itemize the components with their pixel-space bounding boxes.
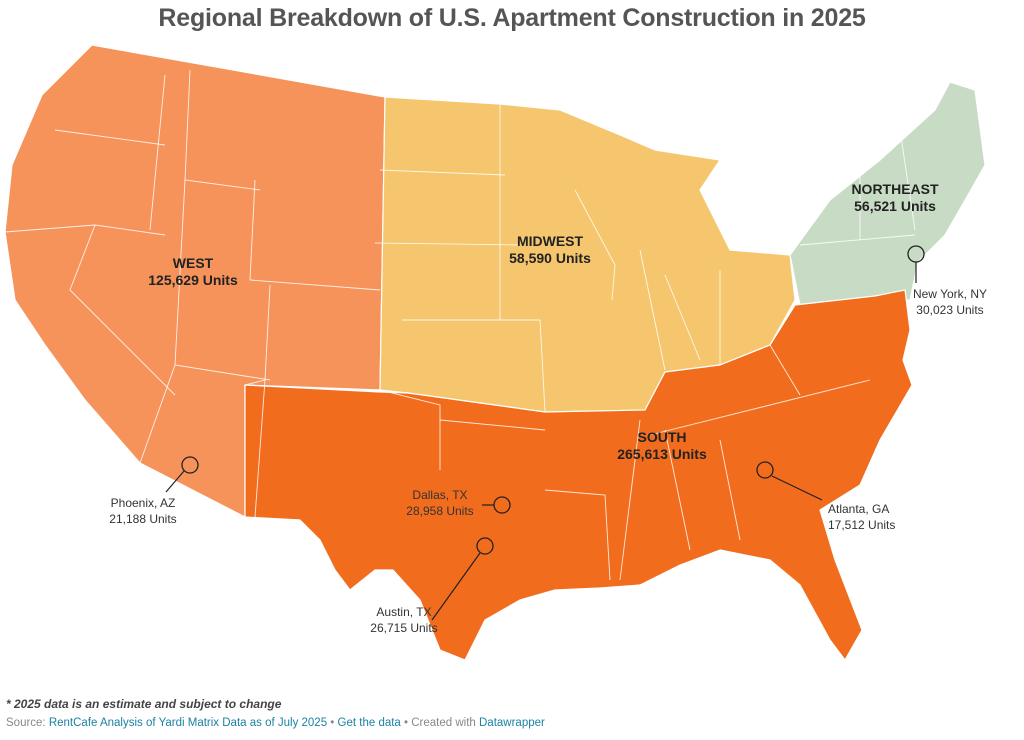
city-label-new-york: New York, NY xyxy=(913,287,987,301)
source-link-rentcafe[interactable]: RentCafe Analysis of Yardi Matrix Data a… xyxy=(48,717,328,729)
city-label-atlanta: Atlanta, GA xyxy=(828,502,889,516)
state-borders xyxy=(4,69,916,581)
source-line: Source: RentCafe Analysis of Yardi Matri… xyxy=(6,717,545,729)
leader-atlanta xyxy=(771,475,823,501)
leader-austin xyxy=(431,552,481,621)
city-label-phoenix: Phoenix, AZ xyxy=(111,496,176,510)
created-with-text: • Created with xyxy=(400,717,479,729)
region-units-south: 265,613 Units xyxy=(617,446,707,462)
footnote: * 2025 data is an estimate and subject t… xyxy=(6,697,282,711)
city-marker-austin[interactable] xyxy=(476,537,494,555)
chart-title: Regional Breakdown of U.S. Apartment Con… xyxy=(158,4,866,32)
datawrapper-link[interactable]: Datawrapper xyxy=(479,717,545,729)
city-label-dallas: Dallas, TX xyxy=(412,488,467,502)
city-units-dallas: 28,958 Units xyxy=(406,504,473,518)
leader-phoenix xyxy=(165,470,185,493)
region-northeast[interactable] xyxy=(789,81,986,306)
city-units-phoenix: 21,188 Units xyxy=(109,512,176,526)
region-south[interactable] xyxy=(244,289,913,661)
region-units-northeast: 56,521 Units xyxy=(854,198,936,214)
city-marker-atlanta[interactable] xyxy=(756,461,774,479)
city-units-austin: 26,715 Units xyxy=(370,621,437,635)
city-label-austin: Austin, TX xyxy=(376,605,431,619)
city-units-atlanta: 17,512 Units xyxy=(828,518,895,532)
region-units-midwest: 58,590 Units xyxy=(509,250,591,266)
region-label-south: SOUTH xyxy=(638,429,687,445)
region-label-midwest: MIDWEST xyxy=(517,233,584,249)
region-units-west: 125,629 Units xyxy=(148,272,238,288)
get-the-data-link[interactable]: Get the data xyxy=(337,717,401,729)
source-prefix: Source: xyxy=(6,717,49,729)
region-label-northeast: NORTHEAST xyxy=(851,181,939,197)
region-label-west: WEST xyxy=(173,255,214,271)
city-units-new-york: 30,023 Units xyxy=(916,303,983,317)
source-separator: • xyxy=(327,717,338,729)
city-marker-phoenix[interactable] xyxy=(181,456,199,474)
